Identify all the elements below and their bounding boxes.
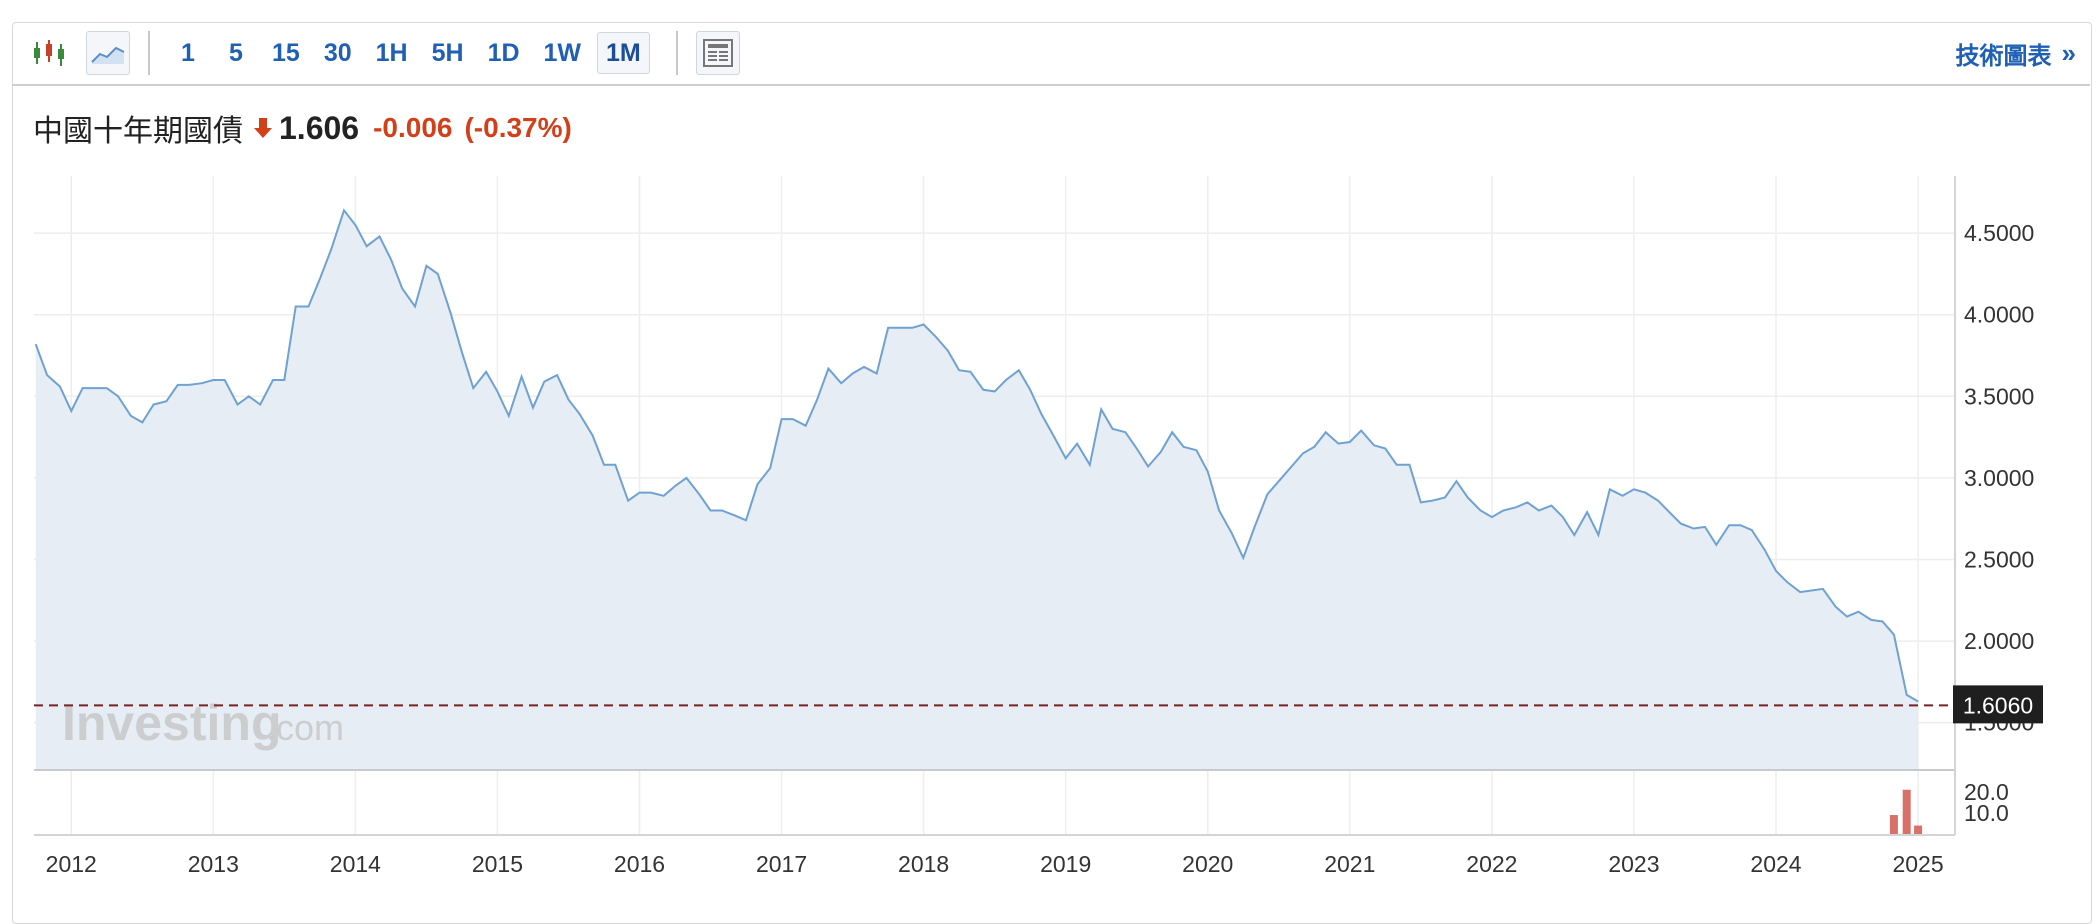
technical-chart-label: 技術圖表 [1955,42,2052,70]
y-tick-label: 3.0000 [1964,465,2034,491]
x-tick-label: 2016 [614,851,665,877]
chart-toolbar: 1 5 15 30 1H 5H 1D 1W 1M 技術圖表 » [12,22,2090,86]
technical-chart-link[interactable]: 技術圖表 » [1956,22,2076,84]
watermark-brand: Investing [62,695,281,751]
y-tick-label: 4.5000 [1964,220,2034,246]
x-tick-label: 2021 [1324,851,1375,877]
current-price-tag: 1.6060 [1953,685,2043,724]
interval-button-1h[interactable]: 1H [375,38,408,67]
interval-selector: 1 5 15 30 1H 5H 1D 1W 1M [168,32,658,74]
last-price: 1.606 [279,109,360,146]
volume-bar [1914,825,1923,834]
area-chart-icon[interactable] [86,31,130,75]
x-tick-label: 2015 [472,851,523,877]
price-series-line [34,208,1919,703]
interval-button-1m[interactable]: 1M [597,32,650,74]
x-tick-label: 2012 [46,851,97,877]
volume-pane: 10.020.0 [1889,779,2009,834]
instrument-name: 中國十年期國債 [33,114,243,149]
interval-button-1d[interactable]: 1D [487,38,520,67]
quote-header: 中國十年期國債 1.606 -0.006 (-0.37%) [33,106,584,150]
interval-button-5h[interactable]: 5H [431,38,464,67]
volume-tick-label: 20.0 [1964,779,2009,805]
interval-button-30[interactable]: 30 [323,38,352,67]
interval-button-1[interactable]: 1 [181,38,195,67]
y-tick-label: 4.0000 [1964,302,2034,328]
interval-button-15[interactable]: 15 [272,38,300,67]
candlestick-icon[interactable] [28,32,70,74]
price-change-percent: (-0.37%) [464,112,572,143]
current-price-tag-bg [1953,685,2043,724]
x-tick-label: 2025 [1892,851,1943,877]
volume-bar [1889,815,1898,834]
price-chart: Investing .com 1.50002.00002.50003.00003… [34,176,2043,877]
x-tick-label: 2013 [188,851,239,877]
time-axis: 2012 2013 2014 2015 2016 2017 2018 2019 2020 2021… [34,834,1955,877]
x-tick-label: 2017 [756,851,807,877]
y-tick-label: 2.0000 [1964,628,2034,654]
price-area-fill [35,210,1919,771]
x-tick-label: 2022 [1466,851,1517,877]
price-area [34,208,1955,771]
double-chevron-right-icon: » [2061,37,2076,68]
x-tick-label: 2018 [898,851,949,877]
y-tick-label: 3.5000 [1964,383,2034,409]
x-tick-label: 2014 [330,851,381,877]
arrow-down-icon [253,116,273,140]
interval-button-5[interactable]: 5 [229,38,243,67]
x-tick-label: 2020 [1182,851,1233,877]
watermark-suffix: .com [266,707,344,748]
toolbar-divider [148,31,150,75]
volume-bar [1902,789,1911,834]
price-change: -0.006 [373,112,453,143]
y-tick-label: 2.5000 [1964,546,2034,572]
x-tick-label: 2023 [1608,851,1659,877]
layout-icon[interactable] [695,31,740,75]
price-axis: 1.50002.00002.50003.00003.50004.00004.50… [1954,176,2034,835]
toolbar-divider [675,31,678,75]
x-tick-label: 2024 [1750,851,1801,877]
investing-watermark: Investing .com [62,695,344,751]
current-price-tag-label: 1.6060 [1963,692,2033,718]
volume-tick-label: 10.0 [1964,800,2009,826]
interval-button-1w[interactable]: 1W [543,38,582,67]
x-tick-label: 2019 [1040,851,1091,877]
